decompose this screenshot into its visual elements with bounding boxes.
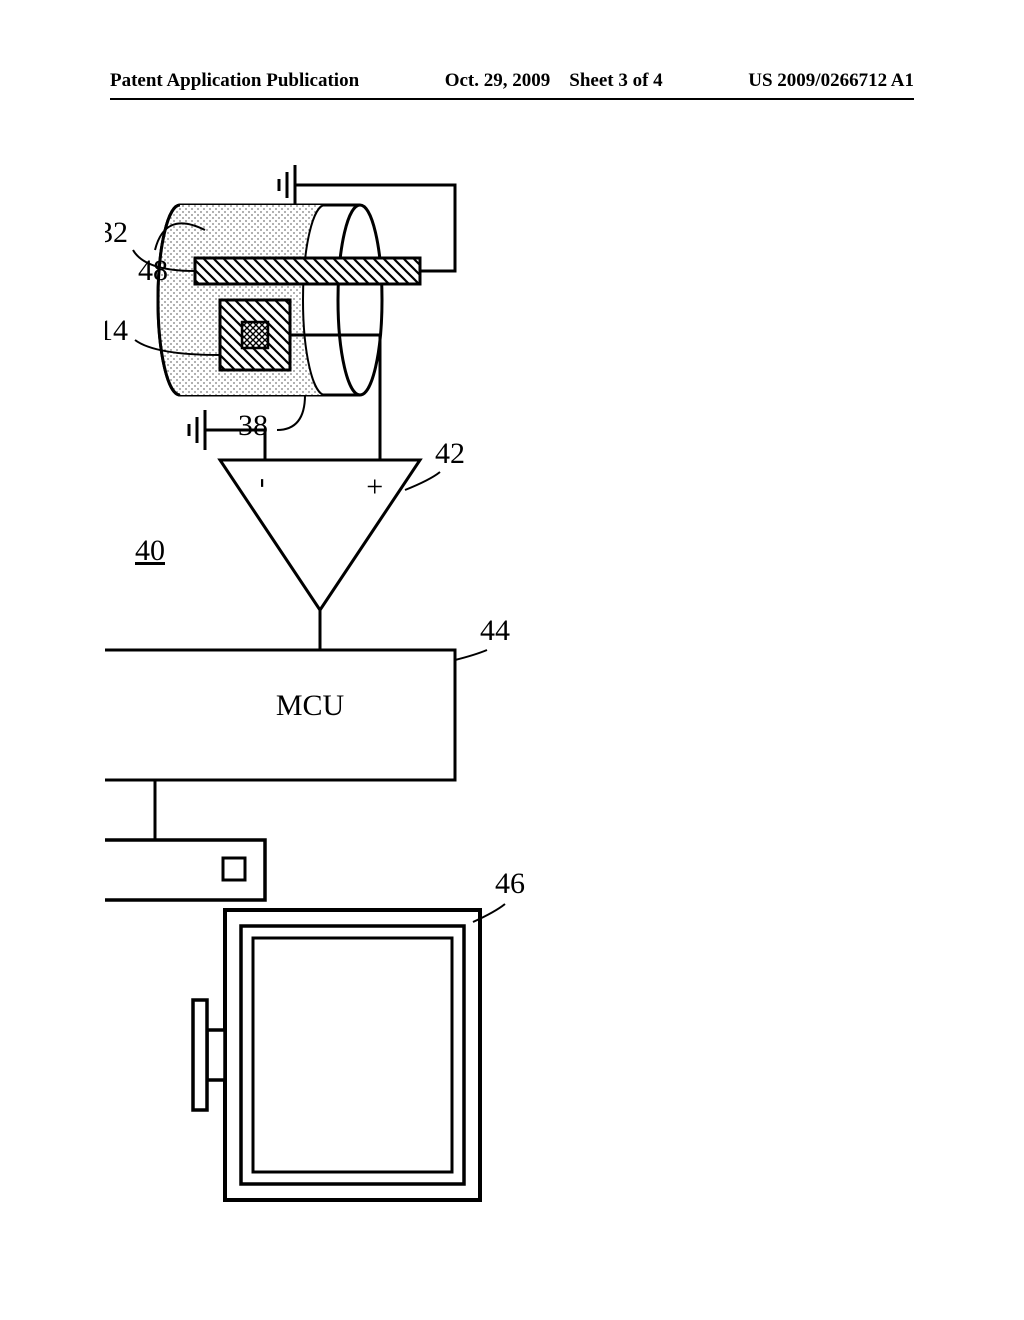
amplifier: + - [189,410,440,650]
svg-text:-: - [248,478,281,488]
ref-46: 46 [495,867,525,900]
ref-38: 38 [238,409,268,442]
header-date: Oct. 29, 2009 [445,70,551,91]
computer [105,840,505,1200]
mcu-block: MCU [105,650,487,870]
sensor-cell [133,165,455,460]
ref-40: 40 [135,534,165,567]
ref-48: 48 [138,254,168,287]
header-pubnum: US 2009/0266712 A1 [748,70,914,92]
mcu-label: MCU [276,689,345,722]
page-header: Patent Application Publication Oct. 29, … [0,70,1024,92]
ref-44: 44 [480,614,510,647]
ref-32: 32 [105,216,128,249]
patent-figure: + - MCU [105,130,925,1255]
header-left: Patent Application Publication [110,70,359,92]
ref-42: 42 [435,437,465,470]
svg-text:+: + [358,478,391,495]
ref-14: 14 [105,314,128,347]
header-sheet: Sheet 3 of 4 [569,70,662,91]
header-rule [110,98,914,100]
